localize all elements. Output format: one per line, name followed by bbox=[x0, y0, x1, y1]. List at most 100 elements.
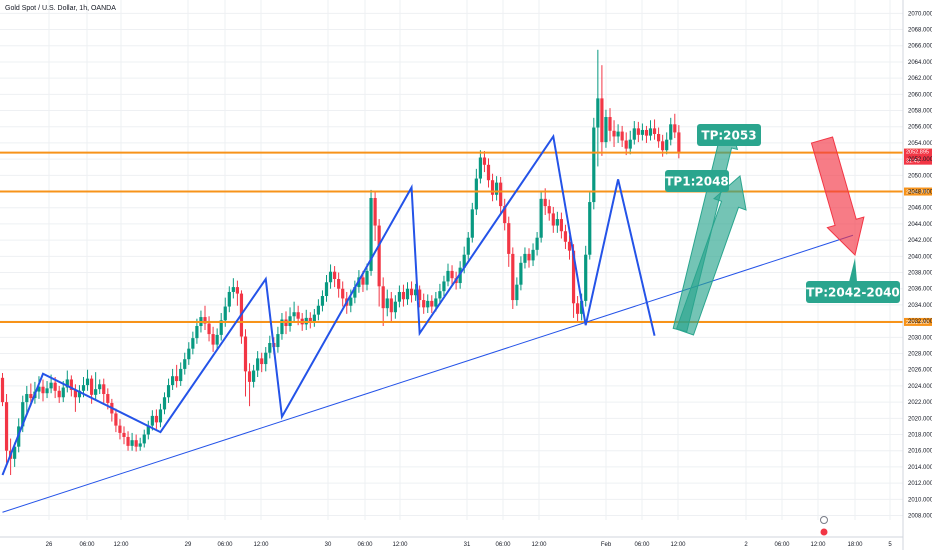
candle-body bbox=[507, 223, 511, 254]
candle-body bbox=[203, 317, 207, 324]
candle-body bbox=[600, 98, 604, 143]
candle-body bbox=[478, 157, 482, 179]
candle-body bbox=[470, 209, 474, 238]
candle-body bbox=[45, 388, 49, 394]
candle-body bbox=[341, 288, 345, 299]
candle-body bbox=[499, 182, 503, 207]
candle-body bbox=[122, 432, 126, 437]
candle-body bbox=[414, 289, 418, 296]
candle-body bbox=[474, 178, 478, 210]
x-tick-label: 12:00 bbox=[392, 542, 408, 548]
x-tick-label: 12:00 bbox=[253, 542, 269, 548]
candle-body bbox=[211, 334, 215, 345]
candle-body bbox=[503, 206, 507, 224]
x-tick-label: 12:00 bbox=[113, 542, 129, 548]
candle-body bbox=[276, 334, 280, 348]
candle-body bbox=[596, 98, 600, 128]
candle-body bbox=[657, 134, 661, 142]
candle-body bbox=[632, 128, 636, 140]
callout-tp-2042-2040: TP:2042-2040 bbox=[806, 285, 900, 299]
y-tick-label: 2022.000 bbox=[908, 400, 932, 406]
flag-icon bbox=[820, 528, 828, 536]
y-tick-label: 2054.000 bbox=[908, 141, 932, 147]
candle-body bbox=[349, 297, 353, 306]
level-price-label: 31:43 bbox=[906, 159, 920, 165]
candle-body bbox=[324, 282, 329, 297]
candle-body bbox=[49, 382, 53, 389]
candle-body bbox=[296, 312, 300, 319]
y-tick-label: 2044.000 bbox=[908, 222, 932, 228]
candle-body bbox=[648, 128, 653, 136]
candle-body bbox=[191, 338, 195, 349]
candle-body bbox=[333, 271, 337, 280]
candle-body bbox=[98, 384, 102, 390]
candle-body bbox=[81, 385, 86, 391]
candle-body bbox=[187, 348, 191, 360]
level-price-label: 2031.900 bbox=[906, 320, 929, 326]
candle-body bbox=[389, 298, 393, 313]
candle-body bbox=[535, 237, 539, 250]
candle-body bbox=[450, 270, 454, 279]
horizontal-levels[interactable]: 2052.895 31:43 2048.000 2031.900 bbox=[0, 148, 932, 326]
candle-body bbox=[430, 300, 434, 307]
candle-body bbox=[608, 117, 612, 131]
x-tick-label: 12:00 bbox=[531, 542, 547, 548]
candle-body bbox=[369, 198, 373, 271]
candle-body bbox=[106, 394, 110, 403]
candle-body bbox=[571, 250, 576, 304]
candle-body bbox=[13, 446, 17, 459]
candle-body bbox=[328, 271, 333, 283]
y-tick-label: 2010.000 bbox=[908, 497, 932, 503]
y-tick-label: 2056.000 bbox=[908, 125, 932, 131]
candle-body bbox=[4, 402, 9, 451]
candle-body bbox=[576, 303, 580, 314]
candle-body bbox=[126, 436, 130, 446]
candle-body bbox=[94, 389, 98, 395]
y-tick-label: 2042.000 bbox=[908, 238, 932, 244]
candle-body bbox=[29, 394, 33, 399]
candle-body bbox=[677, 132, 681, 152]
candle-body bbox=[490, 180, 495, 195]
y-tick-label: 2040.000 bbox=[908, 254, 932, 260]
candle-body bbox=[146, 425, 150, 435]
y-tick-label: 2068.000 bbox=[908, 28, 932, 34]
candle-body bbox=[669, 124, 673, 140]
candle-body bbox=[308, 317, 312, 322]
candle-body bbox=[65, 379, 69, 388]
candle-body bbox=[21, 402, 25, 427]
y-tick-label: 2028.000 bbox=[908, 352, 932, 358]
chart-title: Gold Spot / U.S. Dollar, 1h, OANDA bbox=[5, 5, 116, 12]
callouts[interactable]: TP:2053 TP1:2048 TP:2042-2040 bbox=[665, 124, 900, 303]
y-tick-label: 2026.000 bbox=[908, 368, 932, 374]
candle-body bbox=[640, 129, 644, 135]
candle-body bbox=[264, 352, 268, 365]
candle-body bbox=[353, 287, 357, 298]
candle-body bbox=[665, 139, 669, 151]
current-price-tag bbox=[904, 148, 932, 165]
y-tick-label: 2020.000 bbox=[908, 416, 932, 422]
candle-body bbox=[223, 306, 227, 321]
candle-body bbox=[337, 279, 341, 289]
y-tick-label: 2016.000 bbox=[908, 449, 932, 455]
y-tick-label: 2032.000 bbox=[908, 319, 932, 325]
callout-tp1-2048: TP1:2048 bbox=[665, 174, 729, 188]
callout-tp-2053: TP:2053 bbox=[701, 128, 756, 142]
zigzag-pattern[interactable] bbox=[1, 133, 656, 476]
candle-body bbox=[604, 117, 608, 143]
y-tick-label: 2018.000 bbox=[908, 433, 932, 439]
candle-body bbox=[442, 281, 446, 292]
candle-body bbox=[616, 131, 620, 137]
candle-body bbox=[252, 370, 256, 382]
candle-body bbox=[260, 358, 264, 365]
candle-body bbox=[385, 298, 389, 309]
candle-body bbox=[183, 359, 187, 369]
y-tick-label: 2038.000 bbox=[908, 271, 932, 277]
candle-body bbox=[418, 289, 422, 301]
candle-body bbox=[219, 320, 223, 335]
y-tick-label: 2034.000 bbox=[908, 303, 932, 309]
candle-body bbox=[644, 129, 649, 136]
x-tick-label: 30 bbox=[325, 542, 332, 548]
x-tick-label: 06:00 bbox=[79, 542, 95, 548]
candle-body bbox=[563, 231, 568, 242]
